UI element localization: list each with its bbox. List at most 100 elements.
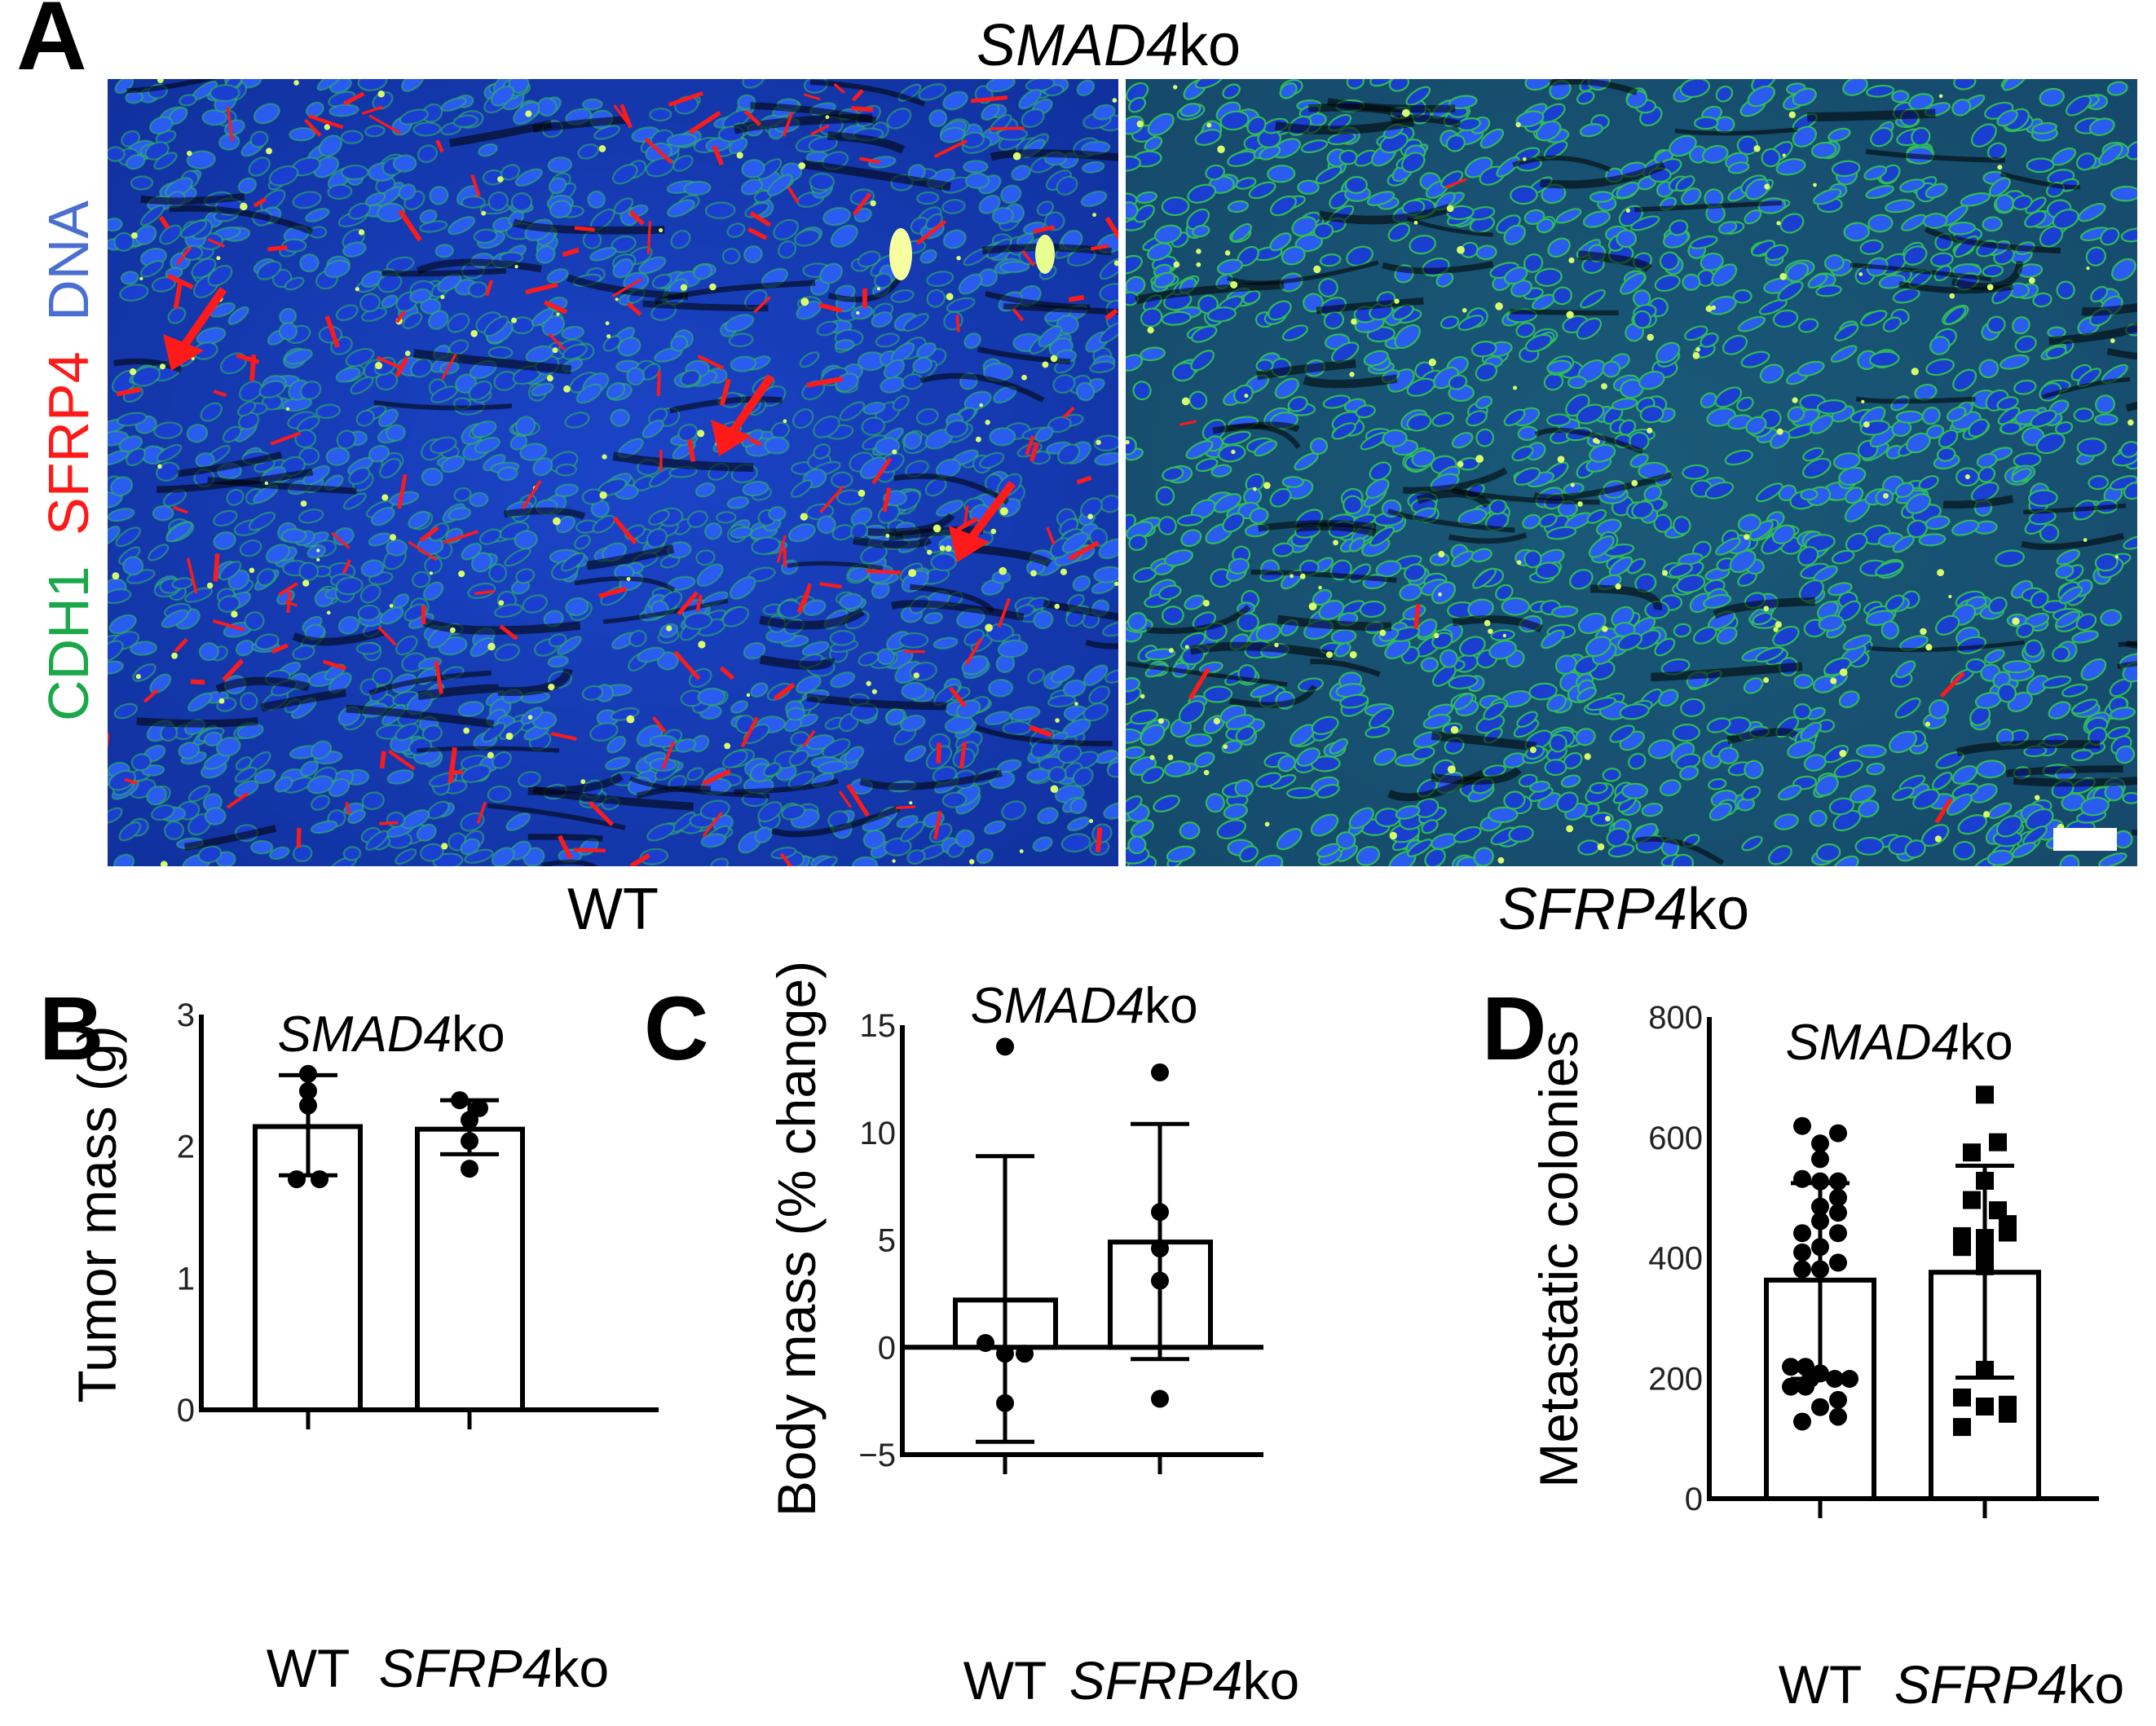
- micrograph-wt: [108, 79, 1118, 866]
- data-point-circle: [1811, 1150, 1829, 1169]
- data-point-circle: [1151, 1203, 1169, 1222]
- micrograph-label-wt: WT: [567, 877, 659, 942]
- data-point-square: [1963, 1191, 1981, 1209]
- title-italic-part: SMAD4: [977, 13, 1179, 78]
- data-point-circle: [1811, 1238, 1829, 1257]
- data-point-circle: [1782, 1358, 1800, 1376]
- data-point-circle: [299, 1096, 317, 1115]
- data-point-circle: [299, 1081, 317, 1100]
- x-category-label: SFRP4ko: [1894, 1654, 2124, 1715]
- y-axis-label: Body mass (% change): [766, 961, 827, 1517]
- data-point-circle: [1151, 1389, 1169, 1408]
- y-tick-label: 2: [177, 1129, 195, 1165]
- data-point-circle: [977, 1333, 994, 1352]
- data-point-square: [1953, 1388, 1971, 1407]
- data-point-circle: [1782, 1377, 1800, 1396]
- data-point-circle: [1797, 1377, 1814, 1396]
- y-tick-label: 1: [177, 1261, 195, 1297]
- data-point-square: [1953, 1418, 1971, 1437]
- red-arrow-icon: [163, 287, 227, 371]
- panel-letter-a: A: [16, 0, 87, 90]
- red-arrow-icon: [949, 481, 1016, 562]
- data-point-circle: [1151, 1271, 1169, 1290]
- panel-letter-d: D: [1482, 979, 1546, 1079]
- data-point-circle: [461, 1160, 478, 1178]
- data-point-square: [1976, 1360, 1994, 1379]
- data-point-circle: [461, 1132, 478, 1151]
- data-point-circle: [1829, 1204, 1847, 1222]
- x-category-label: WT: [1779, 1654, 1863, 1715]
- data-point-circle: [1793, 1224, 1811, 1243]
- data-point-square: [1976, 1229, 1994, 1248]
- stain-label-sfrp4: SFRP4: [37, 351, 100, 535]
- data-point-circle: [1829, 1172, 1847, 1191]
- data-point-circle: [1811, 1398, 1829, 1416]
- data-point-square: [1963, 1143, 1981, 1162]
- y-tick-label: −5: [858, 1438, 896, 1473]
- scale-bar: [2053, 828, 2117, 851]
- chart-title: SMAD4ko: [970, 978, 1197, 1034]
- data-point-circle: [1793, 1116, 1811, 1135]
- data-point-circle: [1829, 1224, 1847, 1243]
- y-tick-label: 5: [878, 1223, 896, 1259]
- data-point-circle: [1829, 1188, 1847, 1207]
- data-point-circle: [1151, 1063, 1169, 1081]
- data-point-circle: [996, 1037, 1014, 1056]
- data-point-circle: [1793, 1260, 1811, 1279]
- data-point-circle: [1829, 1390, 1847, 1409]
- panel-letter-b: B: [39, 979, 104, 1079]
- stain-label-cdh1: CDH1: [37, 566, 100, 721]
- data-point-square: [1976, 1171, 1994, 1190]
- y-tick-label: 0: [177, 1393, 195, 1429]
- y-tick-label: 15: [860, 1008, 897, 1044]
- data-point-circle: [996, 1394, 1014, 1412]
- data-point-square: [1989, 1133, 2007, 1151]
- y-tick-label: 600: [1648, 1121, 1703, 1156]
- red-arrow-icon: [711, 374, 775, 456]
- data-point-circle: [1811, 1212, 1829, 1231]
- data-point-circle: [1793, 1169, 1811, 1188]
- data-point-circle: [1151, 1239, 1169, 1258]
- panel-a: A SMAD4ko CDH1 SFRP4 DNA: [16, 0, 2137, 942]
- x-category-label: WT: [963, 1650, 1047, 1711]
- title-suffix-part: ko: [1179, 13, 1241, 78]
- micrograph-sfrp4ko: [1126, 79, 2137, 866]
- data-point-circle: [461, 1111, 478, 1129]
- data-point-circle: [1016, 1345, 1034, 1363]
- arrow-icons: [163, 287, 1016, 562]
- y-tick-label: 0: [878, 1330, 896, 1366]
- data-point-circle: [1811, 1260, 1829, 1279]
- data-point-circle: [1829, 1124, 1847, 1143]
- data-point-circle: [1811, 1197, 1829, 1216]
- chart-title: SMAD4ko: [277, 1006, 505, 1063]
- x-category-label: SFRP4ko: [379, 1638, 609, 1698]
- data-point-circle: [1829, 1253, 1847, 1272]
- data-point-circle: [996, 1345, 1014, 1363]
- data-point-square: [1976, 1397, 1994, 1416]
- panel-d-metastatic-colonies-chart: D SMAD4ko Metastatic colonies 0 200 400 600 800…: [1482, 979, 2124, 1715]
- micrograph-label-sfrp4ko: SFRP4ko: [1498, 877, 1749, 942]
- y-tick-label: 200: [1648, 1361, 1703, 1397]
- data-point-circle: [311, 1170, 328, 1189]
- data-point-circle: [1811, 1134, 1829, 1153]
- x-category-label: SFRP4ko: [1069, 1650, 1299, 1711]
- data-point-square: [1976, 1257, 1994, 1275]
- data-point-circle: [1811, 1172, 1829, 1191]
- y-tick-label: 0: [1685, 1482, 1703, 1517]
- data-point-circle: [470, 1099, 488, 1117]
- stain-label-dna: DNA: [37, 200, 100, 321]
- panel-letter-c: C: [644, 979, 708, 1079]
- data-point-square: [1999, 1223, 2017, 1242]
- panel-c-body-mass-chart: C SMAD4ko Body mass (% change) −5 0 5 10 15 WT SF…: [644, 961, 1299, 1711]
- data-point-circle: [1793, 1243, 1811, 1261]
- x-category-label: WT: [267, 1638, 351, 1698]
- panel-a-title: SMAD4ko: [977, 13, 1241, 78]
- data-point-square: [1999, 1404, 2017, 1423]
- y-tick-label: 800: [1648, 1000, 1703, 1036]
- data-point-square: [1989, 1201, 2007, 1220]
- y-axis-label: Tumor mass (g): [67, 1025, 127, 1402]
- y-axis-label: Metastatic colonies: [1528, 1030, 1589, 1487]
- data-point-circle: [1826, 1369, 1844, 1388]
- y-tick-label: 400: [1648, 1241, 1703, 1277]
- data-point-circle: [299, 1064, 317, 1083]
